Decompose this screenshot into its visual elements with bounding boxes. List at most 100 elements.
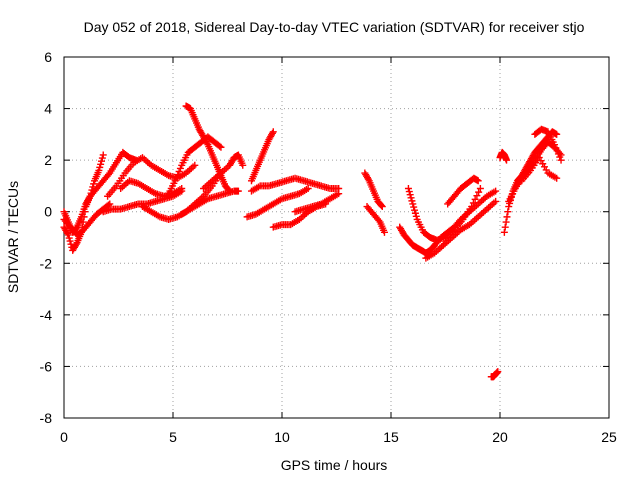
data-point [475, 188, 483, 196]
x-tick-label: 10 [274, 429, 290, 445]
x-tick-label: 20 [492, 429, 508, 445]
data-point [494, 368, 502, 376]
data-point [171, 177, 179, 185]
data-point [172, 174, 180, 182]
series-arc-p [291, 190, 343, 216]
data-point [380, 228, 388, 236]
data-point [407, 194, 415, 202]
plot-frame [63, 56, 610, 419]
data-point [469, 199, 477, 207]
data-point [304, 185, 312, 193]
series-arc-j [178, 187, 242, 218]
series-arc-q [361, 169, 386, 211]
series-arc-l [247, 128, 277, 185]
grid [64, 57, 609, 418]
data-point [553, 130, 561, 138]
data-point [216, 142, 224, 150]
data-point [554, 150, 562, 158]
series-arc-n [247, 174, 343, 195]
y-tick-label: 4 [44, 101, 52, 117]
data-point [64, 231, 72, 239]
axis-ticks [63, 56, 610, 419]
data-point [378, 203, 386, 211]
x-tick-labels: 0 5 10 15 20 25 [60, 429, 617, 445]
data-point [501, 223, 509, 231]
series-arc-c [60, 200, 114, 239]
data-point [556, 153, 564, 161]
series-arc-r [363, 203, 388, 236]
series-arc-k [200, 151, 247, 193]
x-tick-label: 25 [601, 429, 617, 445]
y-tick-label: -4 [40, 307, 53, 323]
data-point [96, 163, 104, 171]
data-point [175, 167, 183, 175]
series-arc-h [165, 133, 225, 198]
data-point [98, 154, 106, 162]
data-point [476, 185, 484, 193]
data-point [412, 212, 420, 220]
y-tick-label: 0 [44, 204, 52, 220]
data-point [504, 208, 512, 216]
data-point [203, 139, 211, 147]
data-point [99, 151, 107, 159]
data-point [268, 129, 276, 137]
series-arc-f [117, 177, 186, 200]
data-point [364, 175, 372, 183]
data-point [503, 213, 511, 221]
data-point [97, 157, 105, 165]
series-arc-x [496, 148, 511, 164]
data-point [408, 197, 416, 205]
x-axis-label: GPS time / hours [281, 457, 388, 473]
data-point [97, 160, 105, 168]
data-point [411, 206, 419, 214]
data-point [234, 187, 242, 195]
data-point [404, 185, 412, 193]
data-point [503, 156, 511, 164]
data-point [239, 161, 247, 169]
series-arc-aa [518, 154, 561, 185]
data-point [553, 174, 561, 182]
data-point [178, 185, 186, 193]
data-point [551, 141, 558, 149]
data-point [217, 143, 225, 151]
data-point [104, 171, 112, 179]
y-tick-label: -2 [40, 255, 53, 271]
data-point [492, 197, 500, 205]
y-tick-labels: -8 -6 -4 -2 0 2 4 6 [40, 49, 53, 426]
data-point [409, 200, 417, 208]
data-point [335, 190, 343, 198]
data-point [502, 218, 510, 226]
y-tick-label: 6 [44, 49, 52, 65]
data-point [468, 203, 476, 211]
data-point [95, 166, 103, 174]
y-axis-label: SDTVAR / TECUs [5, 181, 21, 293]
series-arc-w [487, 368, 502, 381]
series-arc-t [404, 185, 484, 244]
series-arc-ab [531, 125, 565, 164]
data-point [66, 237, 74, 245]
data-points [60, 102, 565, 381]
series-arc-v [444, 174, 482, 208]
data-point [65, 234, 73, 242]
data-point [405, 188, 413, 196]
data-point [63, 229, 71, 237]
data-point [269, 128, 277, 136]
data-point [411, 209, 419, 217]
data-point [473, 192, 481, 200]
data-point [406, 191, 414, 199]
data-point [377, 202, 385, 210]
x-tick-label: 0 [60, 429, 68, 445]
series-arc-e [104, 154, 199, 200]
data-point [552, 144, 560, 152]
data-point [557, 156, 565, 164]
series-arc-m [243, 185, 312, 221]
data-point [176, 164, 184, 172]
x-tick-label: 15 [383, 429, 399, 445]
data-point [191, 161, 199, 169]
y-tick-label: 2 [44, 152, 52, 168]
data-point [72, 240, 80, 248]
y-tick-label: -6 [40, 358, 53, 374]
data-point [553, 147, 561, 155]
series-arc-u [422, 197, 500, 262]
